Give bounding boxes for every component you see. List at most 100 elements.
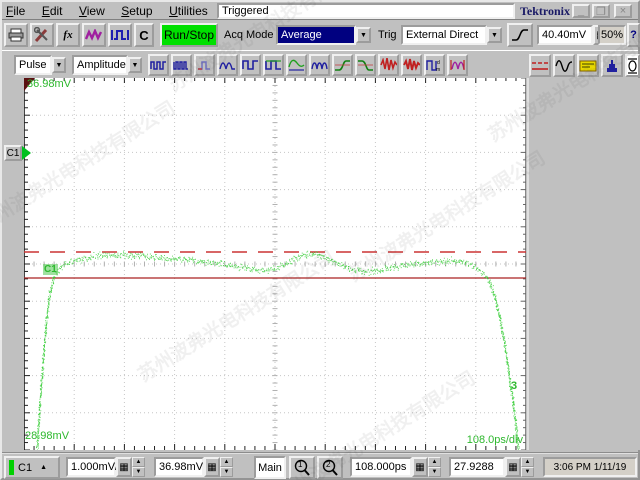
vertical-offset-keypad-icon[interactable]: ▦ [204,457,220,477]
meas-type-select[interactable]: Amplitude [72,55,128,75]
tools-button[interactable] [30,23,54,47]
graticule-area[interactable]: 36.98mV 28.98mV 108.0ps/div 3 C1 [24,78,526,450]
menu-view[interactable]: View [78,4,105,18]
gated-wave-icon [449,58,466,72]
menu-setup[interactable]: Setup [121,4,153,18]
timebase-spinner[interactable]: ▲ ▼ [428,457,441,477]
histogram-icon [603,59,621,73]
timebase-mode-button[interactable]: Main [254,456,286,479]
plot-bottom-voltage-label: 28.98mV [25,430,70,442]
horizontal-position-spinner[interactable]: ▲ ▼ [521,457,534,477]
acq-mode-select[interactable]: Average [276,25,356,45]
wave-green-icon [288,59,305,71]
wave-round2-icon [311,59,328,71]
fall-edge-icon [357,58,374,72]
channel-c-button[interactable]: C [134,23,154,47]
burst1-icon [380,58,397,72]
meas-type-dropdown-arrow[interactable]: ▼ [128,57,142,73]
pulse-train-icon [173,59,190,71]
menu-file[interactable]: File [6,4,26,18]
minimize-button[interactable]: _ [572,4,590,18]
vertical-offset-spinner[interactable]: ▲ ▼ [220,457,233,477]
histogram-toolbar-button[interactable] [601,54,623,77]
maximize-button[interactable]: ❐ [592,4,610,18]
trig-source-select[interactable]: External Direct [401,25,487,45]
graticule-svg [24,78,526,450]
timebase-keypad-icon[interactable]: ▦ [412,457,428,477]
waveform-database-button[interactable] [82,23,106,47]
cursors-toolbar-button[interactable] [529,54,551,77]
pulse-icon [111,28,129,42]
meas-square-wave-button[interactable] [240,54,261,76]
pulse-pair-icon [150,59,167,71]
channel-position-arrow-icon[interactable] [22,146,31,160]
acq-mode-dropdown-arrow[interactable]: ▼ [356,27,371,43]
timebase-scale-field[interactable]: 108.000ps [350,457,412,477]
meas-fall-edge-button[interactable] [355,54,376,76]
close-button[interactable]: × [614,4,632,18]
plot-top-voltage-label: 36.98mV [27,78,72,90]
trigger-status: Triggered [217,3,515,19]
magnifier-1-icon: 1 [293,459,311,476]
zoom1-button[interactable]: 1 [289,456,315,479]
meas-rise-edge-button[interactable] [332,54,353,76]
corner-marker [24,78,35,91]
menu-utilities[interactable]: Utilities [169,4,208,18]
math-fx-button[interactable]: fx [56,23,80,47]
waveform-view-button[interactable] [553,54,575,77]
toolbar-main: fx C Run/Stop Acq Mode Average ▼ Trig Ex… [2,21,638,49]
eye-diagram-button[interactable] [625,54,640,77]
meas-wave-green-button[interactable] [286,54,307,76]
wave-round-icon [219,59,236,71]
meas-wave-round-button[interactable] [217,54,238,76]
sine-icon [555,59,573,73]
channel-select-label: C1 [18,461,33,474]
bottom-bar: C1 ▲ 1.000mV/ ▦ ▲ ▼ 36.98mV ▦ ▲ ▼ Main 1 2… [2,452,638,480]
trig-level-field[interactable]: 40.40mV [537,25,593,45]
meas-pulse-pair-button[interactable] [148,54,169,76]
print-button[interactable] [4,23,28,47]
zoom2-button[interactable]: 2 [317,456,343,479]
tektronix-logo: Tektronix [520,4,571,18]
plot-marker3-label: 3 [511,380,518,392]
context-help-button[interactable]: ? [627,23,640,47]
channel-c1-row-label[interactable]: C1 [4,145,22,161]
run-stop-button[interactable]: Run/Stop [160,23,218,47]
trace-channel-marker: C1 [43,264,58,275]
meas-gated-wave-button[interactable] [447,54,468,76]
meas-pulse-train-button[interactable] [171,54,192,76]
clock-display: 3:06 PM 1/11/19 [543,457,637,477]
horizontal-position-keypad-icon[interactable]: ▦ [505,457,521,477]
vertical-offset-field[interactable]: 36.98mV [154,457,204,477]
svg-text:m: m [436,67,440,72]
menu-edit[interactable]: Edit [41,4,63,18]
meas-wave-round2-button[interactable] [309,54,330,76]
meas-category-dropdown-arrow[interactable]: ▼ [52,57,66,73]
channel-up-arrow-icon: ▲ [40,464,47,471]
trig-source-dropdown-arrow[interactable]: ▼ [487,27,502,43]
meas-category-select[interactable]: Pulse [14,55,52,75]
meas-burst1-button[interactable] [378,54,399,76]
rising-slope-icon [511,28,529,42]
readout-button[interactable] [577,54,599,77]
horizontal-position-field[interactable]: 27.9288 [449,457,505,477]
vertical-scale-keypad-icon[interactable]: ▦ [116,457,132,477]
acq-mode-label: Acq Mode [224,29,274,41]
plot-timebase-label: 108.0ps/div [466,434,523,446]
eye-diagram-icon [627,57,638,75]
vertical-scale-spinner[interactable]: ▲ ▼ [132,457,145,477]
trig-slope-button[interactable] [507,23,533,47]
pulse-single-icon [196,59,213,71]
meas-pulse-single-button[interactable] [194,54,215,76]
cursors-icon [531,60,549,72]
channel-select-button[interactable]: C1 ▲ [4,456,60,479]
pulse-display-button[interactable] [108,23,132,47]
meas-square-wave-neg-button[interactable] [263,54,284,76]
channel-color-key [9,460,14,475]
meas-burst2-button[interactable] [401,54,422,76]
vertical-scale-field[interactable]: 1.000mV/ [66,457,118,477]
